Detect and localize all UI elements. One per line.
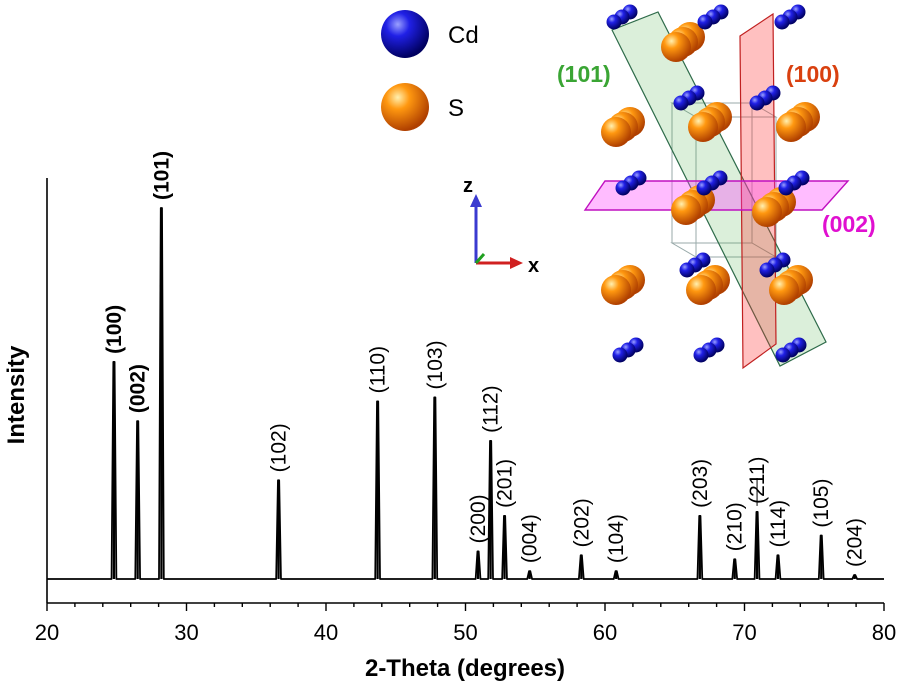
y-axis-arrow xyxy=(474,253,486,264)
peak-label: (004) xyxy=(519,514,542,563)
cd-atom xyxy=(759,262,775,278)
x-tick-label: 30 xyxy=(174,620,198,645)
plane-label-002: (002) xyxy=(822,211,876,237)
peak-label: (203) xyxy=(689,459,712,508)
peak-label: (105) xyxy=(810,479,833,528)
s-atom xyxy=(601,117,631,147)
s-atom xyxy=(776,112,806,142)
x-axis-tick-labels: 20 30 40 50 60 70 80 xyxy=(35,620,896,645)
x-tick-label: 40 xyxy=(314,620,338,645)
cd-atom xyxy=(696,180,712,196)
peak-labels: (100)(002) (101) (102) (110) (103) (200) (112)… xyxy=(103,151,867,567)
s-atom xyxy=(601,275,631,305)
cd-atom xyxy=(693,347,709,363)
cd-atom xyxy=(615,180,631,196)
plane-101 xyxy=(611,11,827,367)
peak-label: (112) xyxy=(480,385,503,432)
y-axis-title: Intensity xyxy=(3,345,30,444)
plot-axes: 20 30 40 50 60 70 80 xyxy=(35,178,896,645)
cd-atom-swatch xyxy=(381,10,429,58)
cd-atom xyxy=(606,14,622,30)
cd-atom xyxy=(749,95,765,111)
atom-legend: Cd S xyxy=(381,10,479,131)
s-atom xyxy=(688,112,718,142)
cd-atom xyxy=(778,180,794,196)
xrd-pattern-line xyxy=(47,207,884,580)
peak-label: (100) xyxy=(103,305,126,354)
x-tick-label: 20 xyxy=(35,620,59,645)
peak-label: (002) xyxy=(127,364,150,413)
x-tick-label: 50 xyxy=(453,620,477,645)
x-tick-label: 60 xyxy=(593,620,617,645)
x-arrow-head-icon xyxy=(510,257,523,269)
cd-atom xyxy=(697,14,713,30)
peak-label: (101) xyxy=(150,151,173,200)
peak-label: (204) xyxy=(844,518,867,567)
z-arrow-head-icon xyxy=(470,194,482,207)
peak-label: (110) xyxy=(367,346,390,393)
x-tick-label: 70 xyxy=(732,620,756,645)
peak-label: (202) xyxy=(570,498,593,547)
plane-label-101: (101) xyxy=(557,61,611,87)
x-tick-label: 80 xyxy=(872,620,896,645)
peak-label: (211) xyxy=(746,456,769,503)
x-axis-ticks xyxy=(46,603,885,611)
cd-atom xyxy=(774,14,790,30)
cd-atom xyxy=(612,347,628,363)
x-axis-title: 2-Theta (degrees) xyxy=(365,655,565,682)
cd-atom xyxy=(775,347,791,363)
s-atom xyxy=(671,195,701,225)
legend-label-cd: Cd xyxy=(448,22,479,49)
peak-label: (200) xyxy=(467,494,490,543)
s-atom xyxy=(661,32,691,62)
peak-label: (104) xyxy=(605,514,628,563)
x-axis-label: x xyxy=(528,255,539,277)
crystal-structure-inset: (101) (100) (002) xyxy=(557,4,876,370)
axes-triad: z x xyxy=(463,175,539,277)
peak-label: (210) xyxy=(724,502,747,551)
cd-atoms xyxy=(606,4,810,363)
peak-label: (114) xyxy=(767,500,790,547)
legend-label-s: S xyxy=(448,95,464,122)
cd-atom xyxy=(673,95,689,111)
peak-label: (201) xyxy=(494,459,517,508)
plane-label-100: (100) xyxy=(786,61,840,87)
peak-label: (103) xyxy=(424,340,447,389)
s-atom xyxy=(752,197,782,227)
peak-label: (102) xyxy=(268,423,291,472)
peak-marks xyxy=(112,208,856,579)
s-atom xyxy=(686,275,716,305)
cd-atom xyxy=(679,262,695,278)
s-atom xyxy=(769,275,799,305)
s-atom-swatch xyxy=(381,83,429,131)
z-axis-label: z xyxy=(463,175,473,197)
